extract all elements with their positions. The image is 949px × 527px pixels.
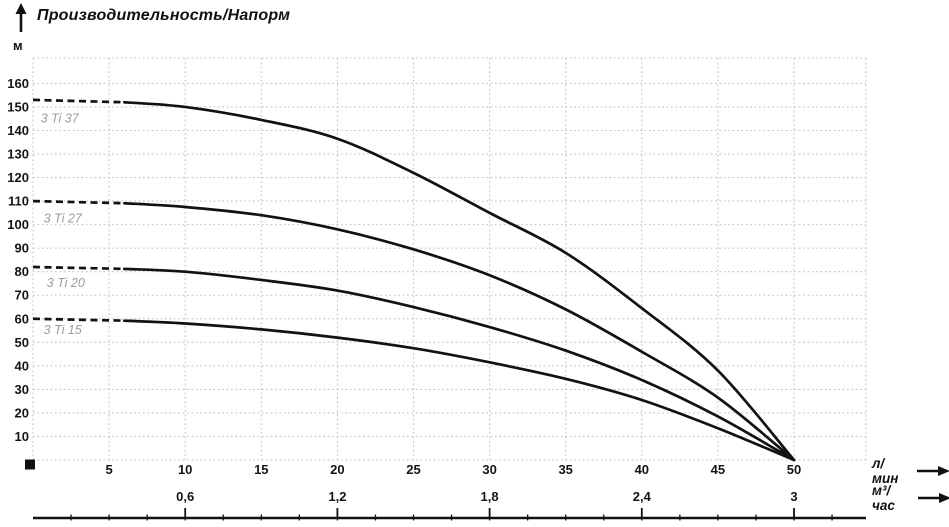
y-tick-label: 10 xyxy=(15,429,29,444)
y-tick-label: 130 xyxy=(7,147,29,162)
y-tick-label: 90 xyxy=(15,241,29,256)
y-tick-label: 40 xyxy=(15,358,29,373)
curve-3-ti-37 xyxy=(122,100,796,462)
series-label: 3 Ti 15 xyxy=(44,323,82,337)
right-arrow-icon xyxy=(917,466,949,476)
y-tick-label: 30 xyxy=(15,382,29,397)
curve-3-ti-27-dashed xyxy=(32,199,125,205)
y-tick-label: 110 xyxy=(8,194,29,209)
x1-tick-label: 35 xyxy=(558,462,572,477)
y-tick-label: 80 xyxy=(15,264,29,279)
y-tick-label: 160 xyxy=(7,76,29,91)
y-tick-label: 20 xyxy=(15,405,29,420)
x1-tick-label: 10 xyxy=(178,462,192,477)
y-tick-label: 100 xyxy=(7,217,29,232)
y-tick-label: 120 xyxy=(7,170,29,185)
x1-tick-label: 5 xyxy=(105,462,112,477)
x1-tick-label: 25 xyxy=(406,462,420,477)
x2-tick-label: 3 xyxy=(790,489,797,504)
x-axis2-unit: м³/час xyxy=(872,483,949,513)
y-tick-label: 60 xyxy=(15,311,29,326)
curve-3-ti-37-dashed xyxy=(32,98,125,104)
chart-title: Производительность/Напорм xyxy=(37,7,291,24)
series-label: 3 Ti 20 xyxy=(47,276,85,290)
x1-tick-label: 30 xyxy=(482,462,496,477)
x2-tick-label: 0,6 xyxy=(176,489,194,504)
y-tick-label: 150 xyxy=(7,99,29,114)
x2-tick-label: 1,2 xyxy=(328,489,346,504)
x-axis2-unit-label: м³/час xyxy=(872,483,895,513)
x2-tick-label: 2,4 xyxy=(633,489,652,504)
x1-tick-label: 45 xyxy=(711,462,725,477)
right-arrow-icon xyxy=(918,493,949,503)
series-label: 3 Ti 37 xyxy=(41,111,80,125)
y-tick-label: 140 xyxy=(7,123,29,138)
curve-3-ti-15-dashed xyxy=(32,317,125,323)
origin-square-marker xyxy=(25,459,35,470)
y-axis-unit-label: м xyxy=(13,38,23,53)
series-label: 3 Ti 27 xyxy=(44,211,83,225)
x1-tick-label: 20 xyxy=(330,462,344,477)
x1-tick-label: 15 xyxy=(254,462,268,477)
x1-tick-label: 40 xyxy=(635,462,649,477)
curve-3-ti-15 xyxy=(122,319,796,462)
curve-3-ti-20-dashed xyxy=(32,265,125,271)
curve-3-ti-27 xyxy=(122,201,796,462)
curve-3-ti-20 xyxy=(122,267,796,462)
y-tick-label: 50 xyxy=(15,335,29,350)
x-axis1-unit-label: л/мин xyxy=(872,456,899,486)
y-tick-label: 70 xyxy=(15,288,29,303)
x2-tick-label: 1,8 xyxy=(481,489,499,504)
up-arrow-icon xyxy=(15,3,27,32)
x-axis1-unit: л/мин xyxy=(872,456,949,486)
x1-tick-label: 50 xyxy=(787,462,801,477)
